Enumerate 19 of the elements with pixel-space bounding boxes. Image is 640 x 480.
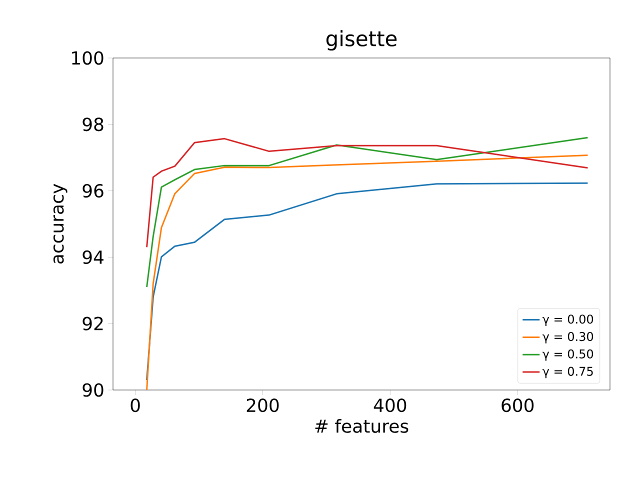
x-axis-title: # features <box>315 418 408 433</box>
line-series <box>146 136 588 288</box>
legend-label: γ = 0.00 <box>542 314 594 326</box>
y-tick-label: 100 <box>72 51 104 65</box>
x-tick-label: 400 <box>374 398 406 412</box>
x-tick-label: 600 <box>502 398 534 412</box>
legend-label: γ = 0.75 <box>542 366 593 378</box>
chart-title: gisette <box>326 30 397 51</box>
legend-label: γ = 0.30 <box>542 332 594 344</box>
y-tick-label: 98 <box>82 118 104 132</box>
y-axis-title: accuracy <box>53 184 68 264</box>
y-tick-label: 90 <box>82 383 104 397</box>
y-tick-label: 92 <box>82 316 103 330</box>
legend-label: γ = 0.50 <box>542 349 594 361</box>
y-tick-label: 96 <box>82 184 104 198</box>
line-series <box>146 138 588 248</box>
x-tick-label: 0 <box>130 398 140 412</box>
y-tick-label: 94 <box>82 250 104 264</box>
x-tick-label: 200 <box>246 398 279 412</box>
